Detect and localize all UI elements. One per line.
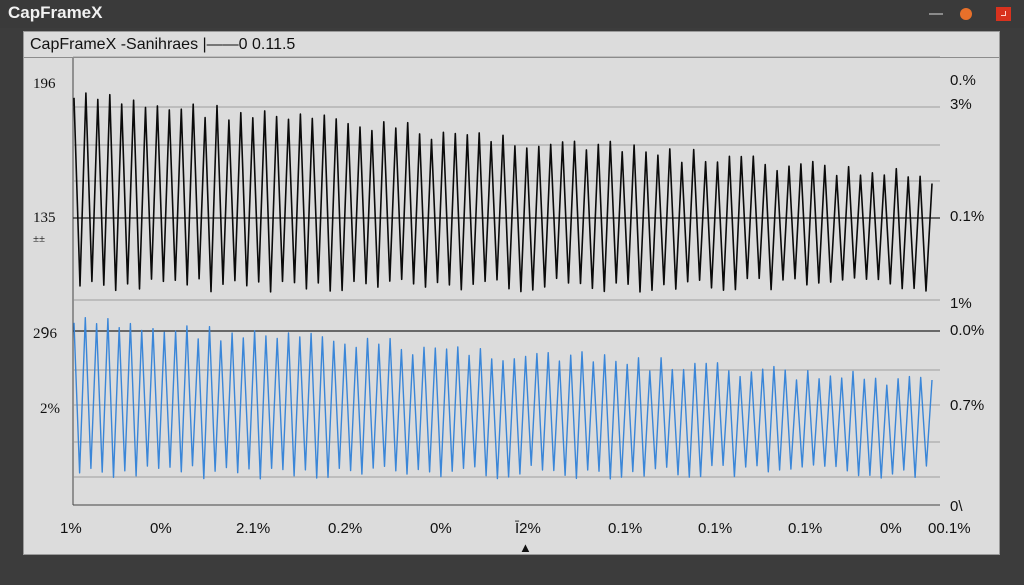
series-line xyxy=(73,92,933,293)
playhead-marker[interactable]: ▲ xyxy=(519,540,532,555)
x-tick-label: 0% xyxy=(150,520,172,537)
subtitle-bar: CapFrameX -Sanihraes |——0 0.11.5 xyxy=(24,32,999,58)
close-icon[interactable] xyxy=(996,7,1011,21)
minimize-icon[interactable] xyxy=(929,13,943,15)
right-label-1: 0.% xyxy=(950,72,976,89)
orange-dot-icon[interactable] xyxy=(960,8,972,20)
x-tick-label: 0.1% xyxy=(698,520,732,537)
y-label-top: 196 xyxy=(33,76,56,92)
x-tick-label: 0% xyxy=(430,520,452,537)
chart-panel: CapFrameX -Sanihraes |——0 0.11.5 xyxy=(23,31,1000,555)
right-label-4: 1% xyxy=(950,295,972,312)
right-label-3: 0.1% xyxy=(950,208,984,225)
x-tick-label: Ī2% xyxy=(515,520,541,537)
right-label-5: 0.0% xyxy=(950,322,984,339)
x-tick-label: 0.2% xyxy=(328,520,362,537)
right-label-highlight: 0.7% xyxy=(950,397,984,414)
blue-series xyxy=(73,317,933,480)
x-tick-label: 1% xyxy=(60,520,82,537)
x-tick-label: 0% xyxy=(880,520,902,537)
y-label-lower: 2Ꝯ6 xyxy=(33,326,57,342)
x-tick-label: 2.1% xyxy=(236,520,270,537)
x-tick-label: 00.1% xyxy=(928,520,971,537)
x-tick-label: 0.1% xyxy=(608,520,642,537)
right-label-7: 0\ xyxy=(950,498,963,515)
y-label-mid-small: ±± xyxy=(33,233,45,245)
y-label-mid: 135 xyxy=(33,210,56,226)
y-label-lower-2: 2% xyxy=(40,401,60,417)
session-subtitle: CapFrameX -Sanihraes |——0 0.11.5 xyxy=(30,36,296,53)
app-title: CapFrameX xyxy=(8,3,103,22)
series-line xyxy=(73,317,933,480)
black-series xyxy=(73,92,933,293)
right-label-2: 3% xyxy=(950,96,972,113)
window-titlebar: CapFrameX xyxy=(0,0,1024,28)
x-tick-label: 0.1% xyxy=(788,520,822,537)
